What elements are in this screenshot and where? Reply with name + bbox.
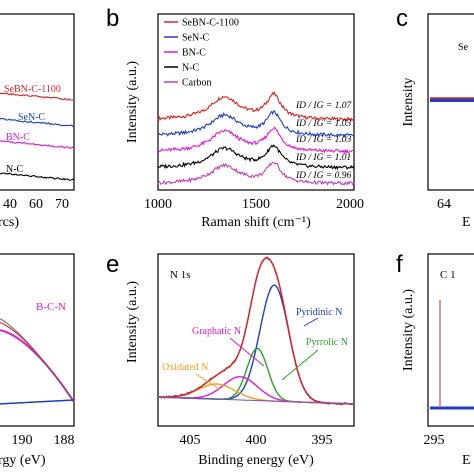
a-legend-sebnc: SeBN-C-1100	[4, 84, 61, 95]
e-panel-label: e	[106, 251, 119, 278]
f-title: C 1	[440, 269, 456, 281]
b-legend-label-0: SeBN-C-1100	[182, 18, 239, 29]
b-series-carbon	[157, 161, 355, 187]
b-ratio-0: ID / IG = 1.07	[295, 101, 352, 111]
d-xtick-188: 188	[54, 433, 75, 448]
d-peak-label: B-C-N	[36, 301, 66, 313]
a-series-3	[0, 172, 75, 181]
e-label-pyridinic: Pyridinic N	[296, 307, 342, 318]
e-label-oxidated: Oxidated N	[162, 362, 208, 373]
e-peak-pyrrolic-n	[157, 347, 354, 405]
d-series-0	[0, 329, 75, 403]
b-series-bn-c	[157, 126, 355, 155]
d-series-2	[0, 318, 75, 403]
b-legend-label-2: BN-C	[182, 48, 206, 59]
d-xlabel: rgy (eV)	[0, 453, 46, 468]
b-legend-label-1: SeN-C	[182, 33, 210, 44]
b-xlabel: Raman shift (cm⁻¹)	[201, 215, 311, 230]
a-legend-bnc: BN-C	[6, 132, 30, 143]
b-legend-label-4: Carbon	[182, 78, 211, 89]
a-xlabel: rcs)	[0, 215, 19, 230]
f-panel-label: f	[396, 251, 403, 278]
a-legend-nc: N-C	[6, 164, 24, 175]
c-ylabel: Intensity	[401, 78, 416, 127]
c-panel-label: c	[396, 5, 408, 32]
e-xtick-400: 400	[246, 433, 267, 448]
c-xtick-64: 64	[437, 197, 451, 212]
c-xlabel: E	[462, 215, 471, 230]
e-peak-graphatic-n	[157, 376, 354, 405]
panel-c: c Se Intensity 64 E	[396, 5, 474, 230]
a-series-2	[0, 140, 75, 150]
b-xtick-1000: 1000	[144, 197, 172, 212]
panel-d: B-C-N 190 188 rgy (eV)	[0, 253, 75, 468]
b-xtick-2000: 2000	[336, 197, 364, 212]
b-series-n-c	[157, 144, 355, 171]
b-series-sebn-c-1100	[157, 91, 355, 122]
a-xtick-70: 70	[55, 197, 69, 212]
b-ylabel: Intensity (a.u.)	[125, 61, 140, 143]
e-xlabel: Binding energy (eV)	[198, 453, 314, 468]
e-arrow-graphatic	[229, 337, 265, 367]
f-xlabel: E	[462, 453, 471, 468]
e-arrow-oxidated	[195, 373, 219, 389]
c-inner-label: Se	[458, 42, 469, 53]
e-label-pyrrolic: Pyrrolic N	[306, 337, 348, 348]
a-series-1	[0, 117, 75, 128]
f-ylabel: Intensity (a.u.)	[401, 289, 416, 371]
e-label-graphatic: Graphatic N	[192, 326, 241, 337]
e-ylabel: Intensity (a.u.)	[125, 281, 140, 363]
a-xtick-60: 60	[29, 197, 43, 212]
e-xtick-395: 395	[312, 433, 333, 448]
e-background	[157, 396, 354, 405]
b-panel-label: b	[106, 5, 119, 32]
e-xtick-405: 405	[180, 433, 201, 448]
panel-b: b SeBN-C-1100 SeN-C BN-C N-C Carbon ID / IG …	[106, 5, 364, 230]
b-ratio-2: ID / IG = 1.03	[295, 135, 351, 145]
e-arrow-pyrrolic	[281, 349, 319, 381]
panel-e: e N 1s Pyridinic N Pyrrolic N Graphatic …	[106, 251, 355, 468]
a-series-0	[0, 92, 75, 101]
a-xtick-40: 40	[3, 197, 17, 212]
a-legend-senc: SeN-C	[18, 112, 46, 123]
b-series-sen-c	[157, 110, 355, 139]
f-xtick-295: 295	[424, 433, 445, 448]
b-ratio-3: ID / IG = 1.01	[295, 153, 351, 163]
b-legend-label-3: N-C	[182, 63, 200, 74]
e-envelope	[158, 257, 354, 405]
e-title: N 1s	[170, 269, 190, 281]
b-xtick-1500: 1500	[242, 197, 270, 212]
b-ratio-4: ID / IG = 0.96	[295, 171, 351, 181]
b-ratio-1: ID / IG = 1.03	[295, 119, 351, 129]
e-arrow-pyridinic	[303, 317, 319, 327]
d-series-3	[0, 399, 75, 405]
d-xtick-190: 190	[12, 433, 33, 448]
panel-a: SeBN-C-1100 SeN-C BN-C N-C 40 60 70 rcs)	[0, 13, 75, 230]
panel-f: f C 1 Intensity (a.u.) 295 E	[396, 251, 474, 468]
